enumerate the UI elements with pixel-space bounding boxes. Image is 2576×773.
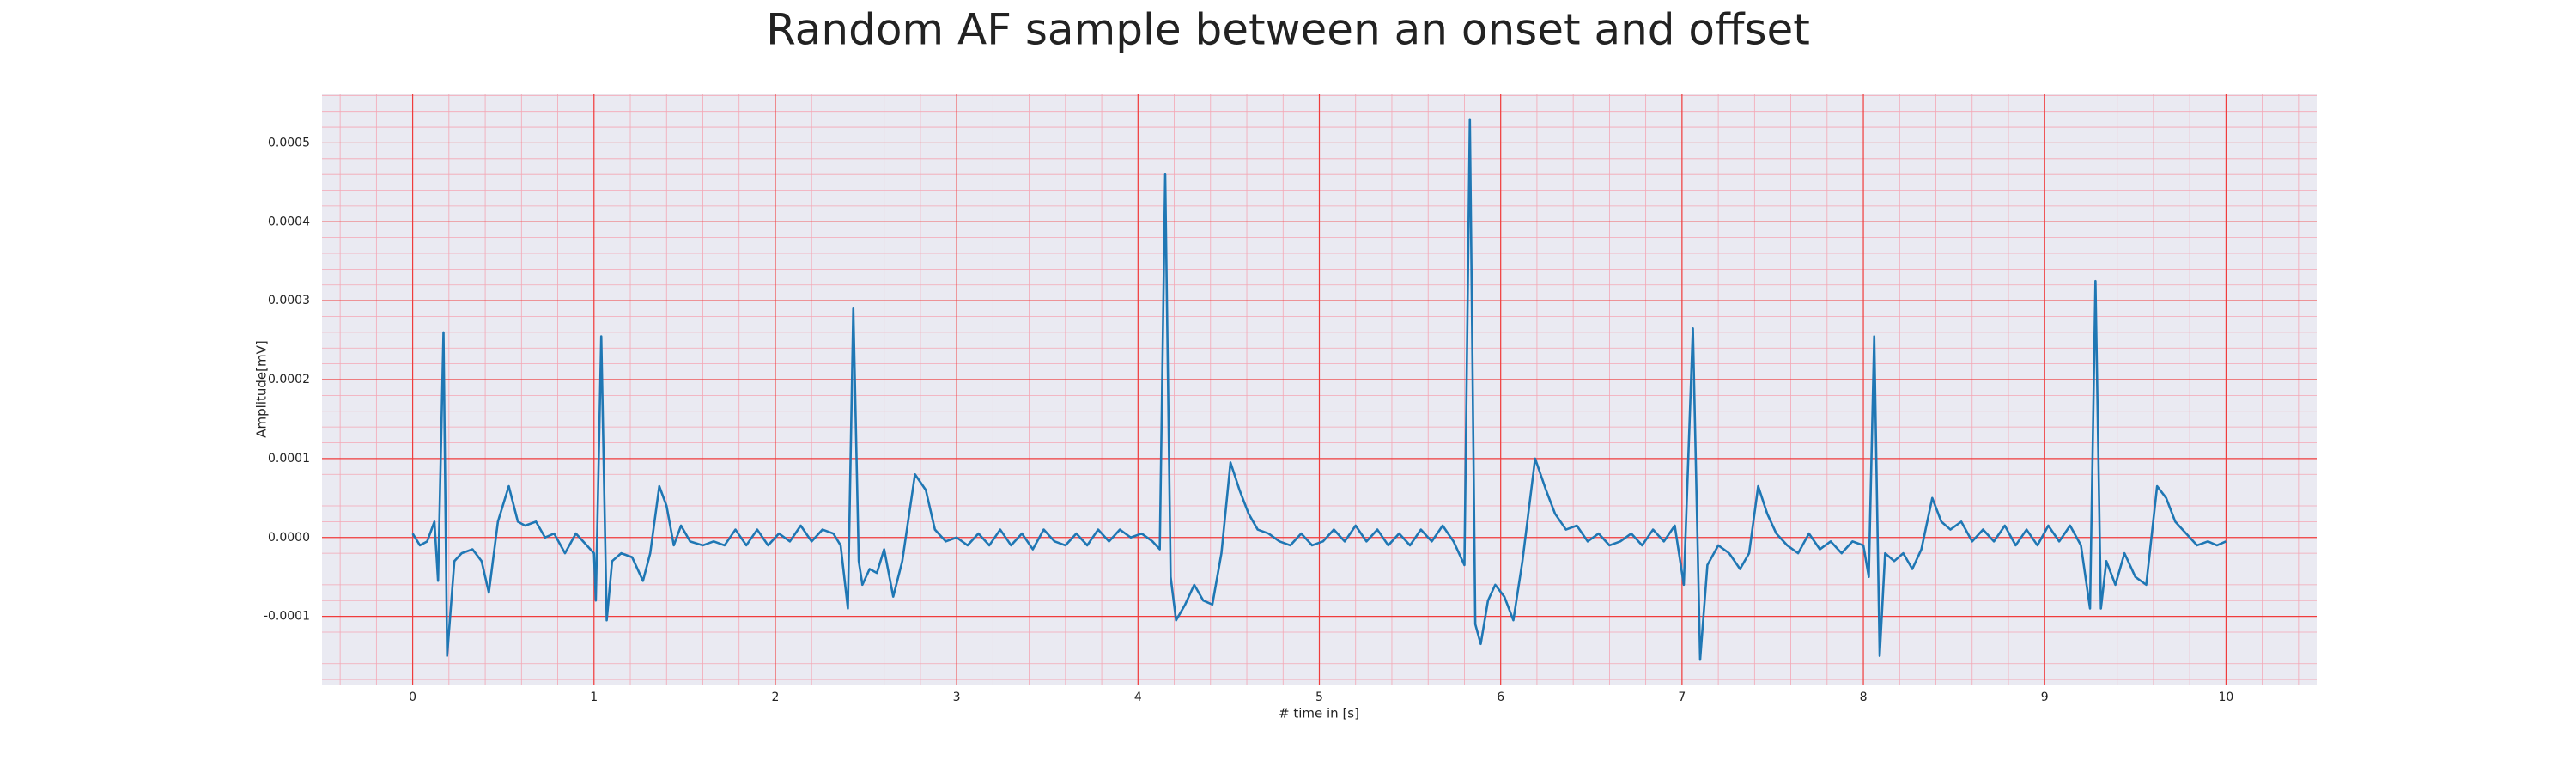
x-tick-label: 5: [1315, 691, 1323, 704]
x-tick-label: 2: [771, 691, 779, 704]
y-tick-label: 0.0000: [268, 531, 310, 545]
x-tick-label: 8: [1860, 691, 1868, 704]
x-tick-label: 1: [590, 691, 598, 704]
x-tick-label: 7: [1678, 691, 1686, 704]
y-tick-label: 0.0002: [268, 373, 310, 386]
x-axis-label: # time in [s]: [1279, 706, 1359, 721]
y-tick-label: 0.0001: [268, 452, 310, 466]
y-axis-label: Amplitude[mV]: [254, 340, 270, 437]
x-tick-label: 6: [1497, 691, 1504, 704]
y-tick-label: 0.0003: [268, 294, 310, 307]
x-tick-label: 4: [1134, 691, 1142, 704]
chart-title: Random AF sample between an onset and of…: [766, 5, 1810, 55]
x-tick-label: 9: [2041, 691, 2049, 704]
y-tick-label: 0.0005: [268, 136, 310, 149]
y-tick-label: -0.0001: [264, 610, 310, 624]
x-tick-label: 3: [953, 691, 961, 704]
x-tick-label: 10: [2218, 691, 2233, 704]
signal-line: [411, 118, 2227, 661]
x-tick-label: 0: [409, 691, 416, 704]
y-tick-label: 0.0004: [268, 215, 310, 228]
